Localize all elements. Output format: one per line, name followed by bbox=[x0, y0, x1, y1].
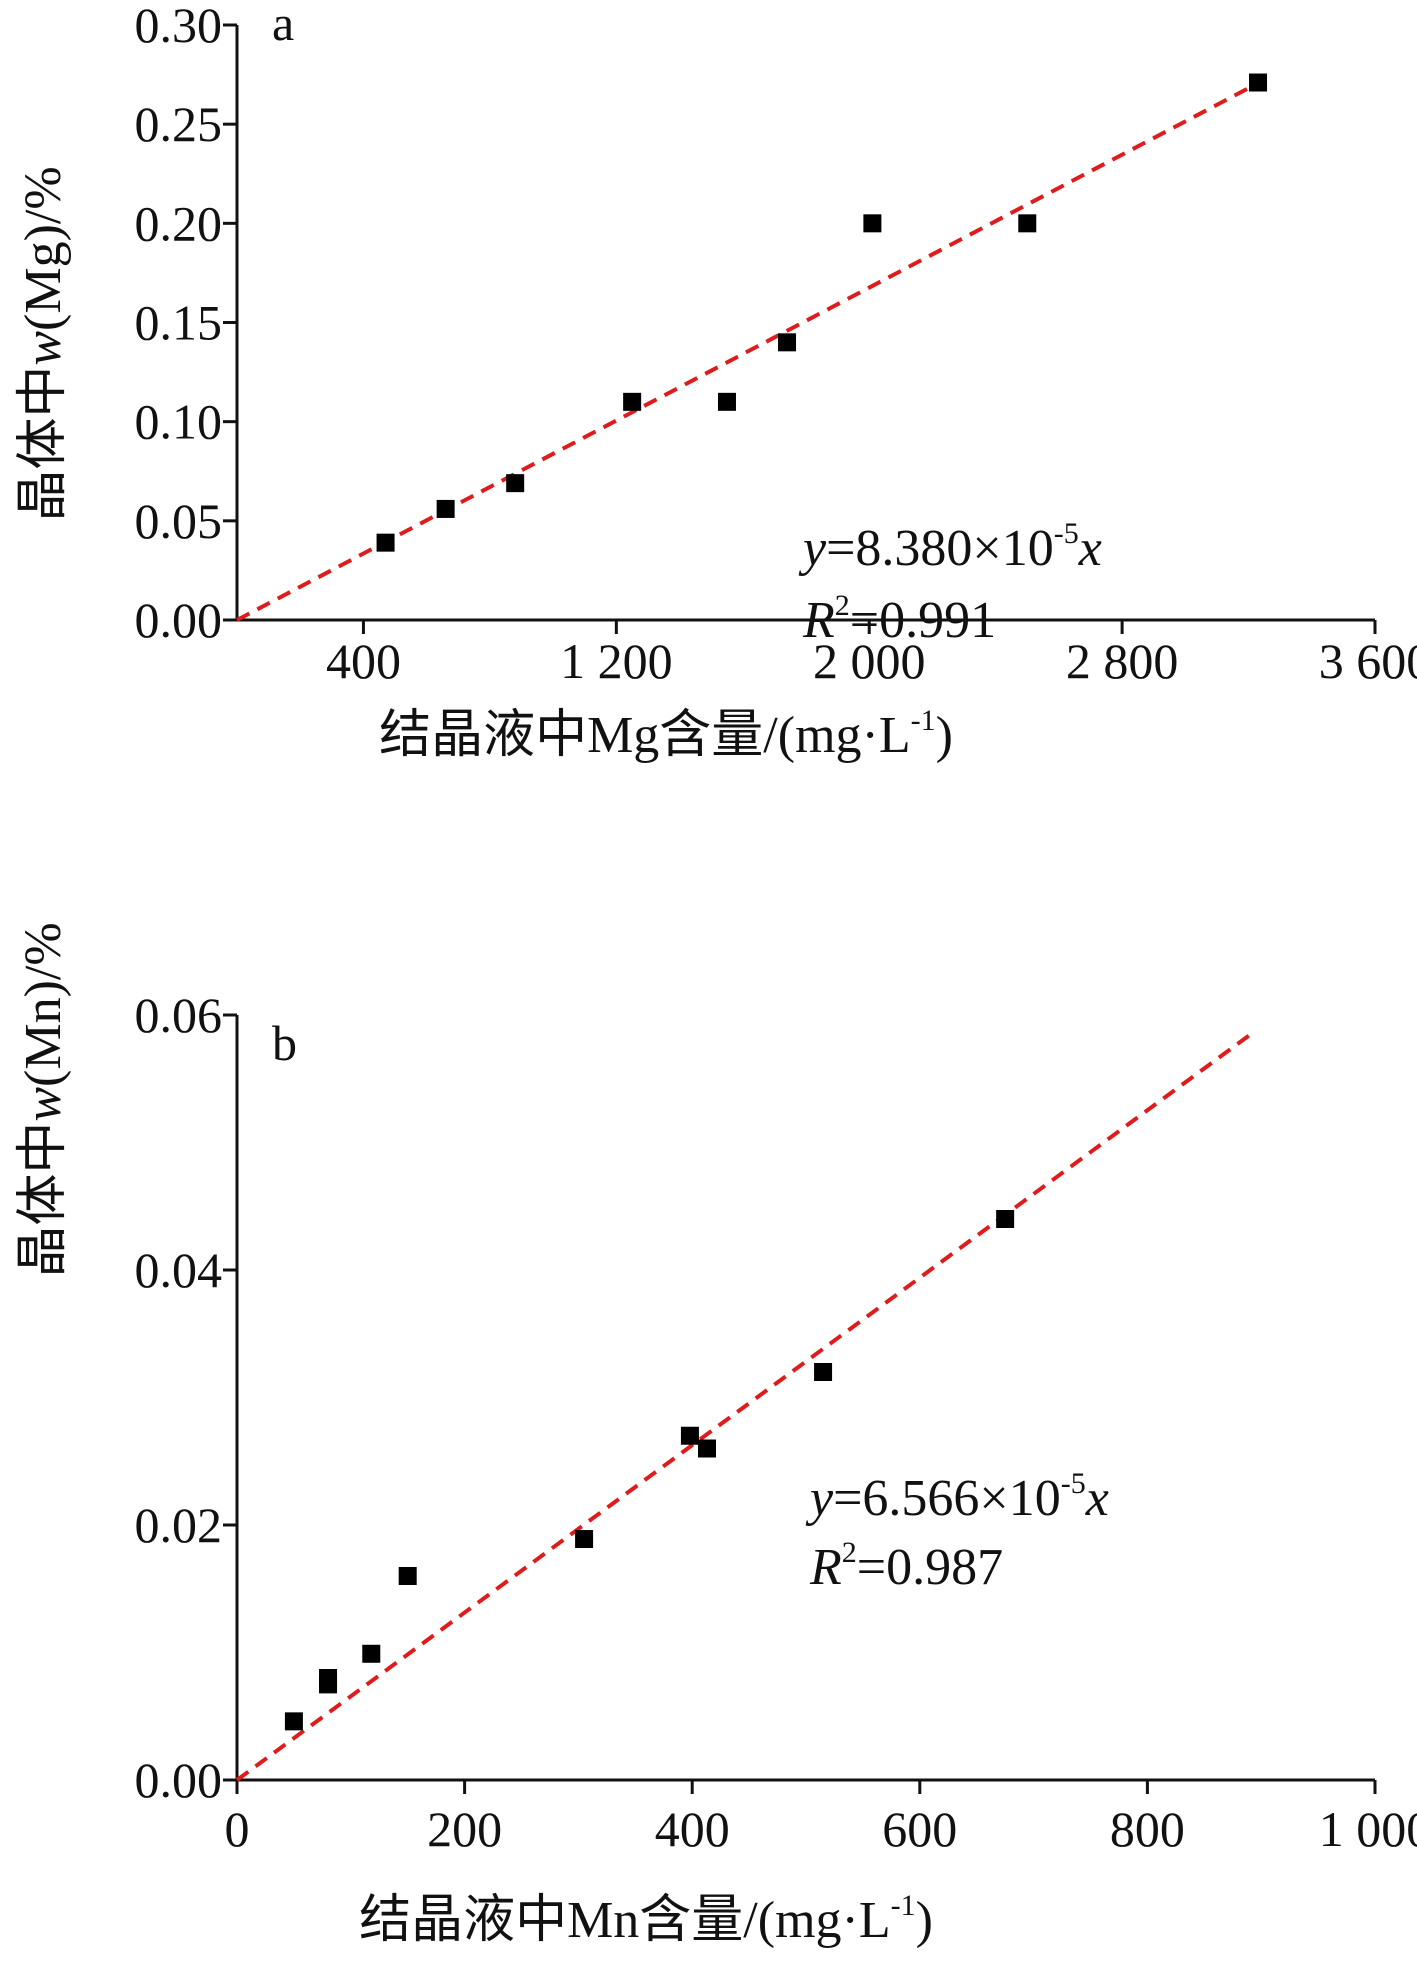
chart-panel-b: 0.00 0.02 0.04 0.06 0 200 400 600 800 1 000 b y=6.5… bbox=[15, 922, 1417, 1949]
data-point bbox=[814, 1363, 833, 1381]
data-point bbox=[717, 392, 736, 411]
x-axis-title: 结晶液中Mg含量/(mg·L-1) bbox=[379, 704, 953, 764]
y-tick-label: 0.20 bbox=[135, 195, 223, 251]
x-axis-title: 结晶液中Mn含量/(mg·L-1) bbox=[359, 1889, 933, 1949]
x-tick-label: 600 bbox=[882, 1801, 957, 1857]
data-point bbox=[863, 214, 882, 233]
y-tick-label: 0.04 bbox=[135, 1242, 223, 1298]
r-squared-var: R bbox=[802, 592, 835, 649]
r-squared-value: =0.987 bbox=[857, 1539, 1003, 1596]
data-point bbox=[284, 1712, 303, 1731]
y-tick-label: 0.06 bbox=[135, 987, 223, 1043]
r-squared-exponent: 2 bbox=[842, 1536, 857, 1569]
x-tick-label: 400 bbox=[326, 633, 401, 689]
x-tick-label: 400 bbox=[655, 1801, 730, 1857]
x-axis-title-main: 结晶液中Mn含量/(mg·L bbox=[359, 1892, 891, 1949]
data-point bbox=[398, 1567, 417, 1585]
equation-exponent: -5 bbox=[1054, 517, 1079, 550]
y-tick-label: 0.00 bbox=[135, 592, 223, 648]
x-tick-label: 1 000 bbox=[1319, 1801, 1417, 1857]
y-axis-title: 晶体中w(Mn)/% bbox=[15, 922, 72, 1277]
y-tick-label: 0.30 bbox=[135, 0, 223, 53]
y-axis-title-italic: w bbox=[15, 1087, 72, 1122]
x-axis-title-superscript: -1 bbox=[891, 1889, 916, 1922]
data-point bbox=[376, 533, 395, 552]
y-axis-title: 晶体中w(Mg)/% bbox=[15, 166, 72, 521]
x-axis-title-main: 结晶液中Mg含量/(mg·L bbox=[379, 707, 911, 764]
y-axis-title-italic: w bbox=[15, 331, 72, 366]
y-tick-label: 0.10 bbox=[135, 394, 223, 450]
y-tick-label: 0.02 bbox=[135, 1497, 223, 1553]
r-squared-var: R bbox=[809, 1539, 842, 1596]
x-tick-label: 0 bbox=[225, 1801, 250, 1857]
x-axis-title-tail: ) bbox=[936, 707, 953, 764]
y-tick-label: 0.15 bbox=[135, 295, 223, 351]
x-tick-label: 800 bbox=[1110, 1801, 1185, 1857]
y-tick-label: 0.00 bbox=[135, 1752, 223, 1808]
y-tick-label: 0.25 bbox=[135, 96, 223, 152]
data-point bbox=[623, 392, 642, 411]
r-squared-value: =0.991 bbox=[850, 592, 996, 649]
data-point bbox=[436, 499, 455, 518]
data-point bbox=[996, 1210, 1015, 1228]
data-point bbox=[697, 1439, 716, 1458]
y-axis-title-prefix: 晶体中 bbox=[15, 366, 72, 522]
data-point bbox=[1018, 214, 1037, 233]
x-tick-label: 3 600 bbox=[1319, 633, 1417, 689]
x-axis-title-superscript: -1 bbox=[911, 704, 936, 737]
data-point bbox=[362, 1644, 381, 1663]
r-squared-exponent: 2 bbox=[835, 589, 850, 622]
equation-y-var: y bbox=[805, 1470, 834, 1527]
equation-y-var: y bbox=[798, 520, 827, 577]
data-point bbox=[1249, 73, 1268, 92]
r-squared: R2=0.991 bbox=[802, 589, 996, 649]
x-axis-title-tail: ) bbox=[916, 1892, 933, 1949]
equation-x-var: x bbox=[1085, 1470, 1109, 1527]
data-point bbox=[680, 1426, 699, 1445]
equation-x-var: x bbox=[1078, 520, 1102, 577]
y-axis-title-prefix: 晶体中 bbox=[15, 1122, 72, 1278]
x-tick-label: 1 200 bbox=[560, 633, 673, 689]
x-tick-label: 200 bbox=[427, 1801, 502, 1857]
equation-coefficient: =6.566×10 bbox=[833, 1470, 1061, 1527]
data-point bbox=[319, 1669, 338, 1687]
y-tick-label: 0.05 bbox=[135, 493, 223, 549]
equation-exponent: -5 bbox=[1061, 1467, 1086, 1500]
fit-line bbox=[235, 1033, 1252, 1782]
y-axis-title-suffix: (Mn)/% bbox=[15, 922, 72, 1087]
fit-equation: y=8.380×10-5x bbox=[798, 517, 1102, 577]
equation-coefficient: =8.380×10 bbox=[826, 520, 1054, 577]
x-tick-label: 2 000 bbox=[813, 633, 926, 689]
data-point bbox=[506, 474, 525, 493]
panel-letter: b bbox=[272, 1015, 297, 1071]
x-tick-label: 2 800 bbox=[1066, 633, 1179, 689]
data-point bbox=[778, 333, 797, 352]
panel-letter: a bbox=[272, 0, 294, 51]
y-axis-title-suffix: (Mg)/% bbox=[15, 166, 72, 331]
chart-panel-a: 0.00 0.05 0.10 0.15 0.20 0.25 0.30 400 1 200 2 00… bbox=[15, 0, 1417, 764]
data-point bbox=[575, 1530, 594, 1549]
fit-equation: y=6.566×10-5x bbox=[805, 1467, 1109, 1527]
fit-line bbox=[236, 79, 1263, 622]
r-squared: R2=0.987 bbox=[809, 1536, 1003, 1596]
